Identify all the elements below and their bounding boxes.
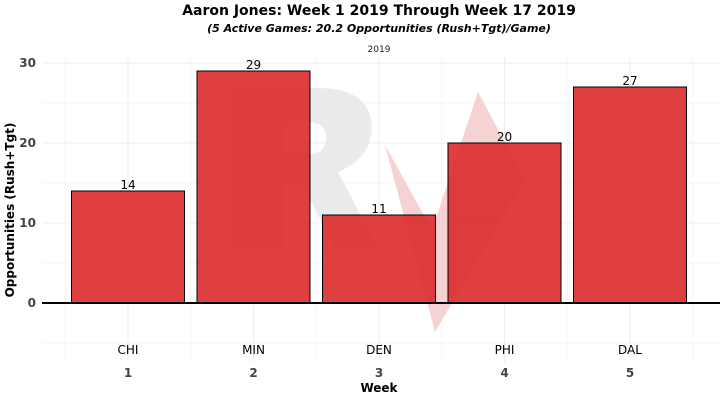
y-tick-20: 20	[19, 136, 36, 150]
y-tick-10: 10	[19, 216, 36, 230]
bar-week-2	[196, 70, 311, 304]
y-tick-0: 0	[28, 296, 36, 310]
opponent-label-dal: DAL	[618, 343, 642, 357]
data-label-week-4: 20	[497, 130, 512, 144]
bar-week-4	[447, 142, 562, 304]
opponent-label-min: MIN	[242, 343, 265, 357]
opponent-label-chi: CHI	[118, 343, 139, 357]
x-tick-week-1: 1	[124, 366, 132, 380]
y-axis-label: Opportunities (Rush+Tgt)	[3, 123, 17, 298]
chart-subtitle: (5 Active Games: 20.2 Opportunities (Rus…	[207, 22, 551, 35]
data-label-week-3: 11	[371, 202, 386, 216]
data-label-week-5: 27	[622, 74, 637, 88]
opponent-label-phi: PHI	[495, 343, 515, 357]
y-tick-30: 30	[19, 56, 36, 70]
chart-title: Aaron Jones: Week 1 2019 Through Week 17…	[182, 3, 576, 19]
x-axis-label: Week	[360, 381, 398, 395]
data-label-week-2: 29	[246, 58, 261, 72]
data-label-week-1: 14	[120, 178, 135, 192]
facet-label: 2019	[368, 45, 391, 55]
opponent-labels: CHI MIN DEN PHI DAL	[118, 343, 643, 357]
bar-labels-group: 14 29 11 20 27	[120, 58, 637, 216]
opponent-label-den: DEN	[366, 343, 392, 357]
x-tick-week-3: 3	[375, 366, 383, 380]
x-tick-week-4: 4	[500, 366, 508, 380]
x-tick-labels: 1 2 3 4 5	[124, 366, 634, 380]
bar-week-1	[71, 190, 185, 304]
y-tick-labels: 0 10 20 30	[19, 56, 36, 310]
bar-week-3	[322, 214, 436, 304]
x-tick-week-2: 2	[249, 366, 257, 380]
bars-group	[71, 70, 687, 304]
bar-week-5	[573, 86, 687, 304]
x-tick-week-5: 5	[626, 366, 634, 380]
